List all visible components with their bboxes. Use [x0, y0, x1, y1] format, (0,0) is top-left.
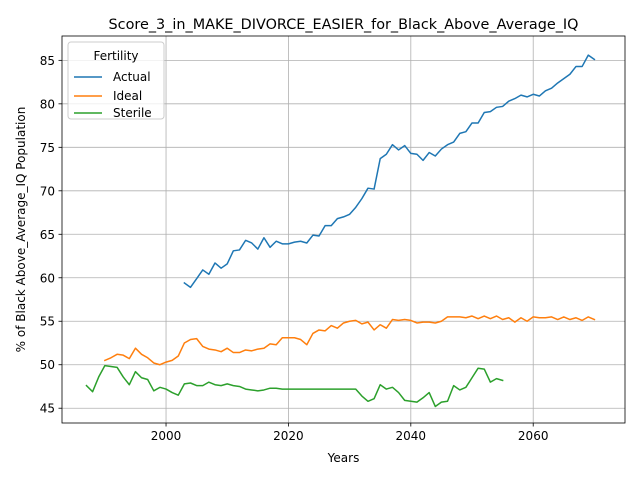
- y-tick-label: 65: [40, 228, 55, 242]
- y-axis-label: % of Black Above_Average_IQ Population: [14, 107, 28, 353]
- x-tick-label: 2000: [151, 429, 182, 443]
- legend-title: Fertility: [93, 49, 138, 63]
- x-axis-label: Years: [327, 451, 360, 465]
- x-tick-label: 2040: [396, 429, 427, 443]
- legend-label-actual: Actual: [113, 70, 151, 84]
- legend-label-sterile: Sterile: [113, 106, 152, 120]
- legend: Fertility Actual Ideal Sterile: [68, 42, 164, 120]
- x-tick-label: 2020: [273, 429, 304, 443]
- y-tick-label: 60: [40, 271, 55, 285]
- y-tick-label: 80: [40, 97, 55, 111]
- legend-label-ideal: Ideal: [113, 89, 142, 103]
- y-tick-label: 85: [40, 54, 55, 68]
- x-tick-label: 2060: [518, 429, 549, 443]
- y-tick-label: 45: [40, 402, 55, 416]
- y-tick-label: 55: [40, 315, 55, 329]
- y-tick-label: 50: [40, 358, 55, 372]
- y-tick-label: 75: [40, 141, 55, 155]
- y-tick-label: 70: [40, 184, 55, 198]
- chart-title: Score_3_in_MAKE_DIVORCE_EASIER_for_Black…: [109, 17, 579, 33]
